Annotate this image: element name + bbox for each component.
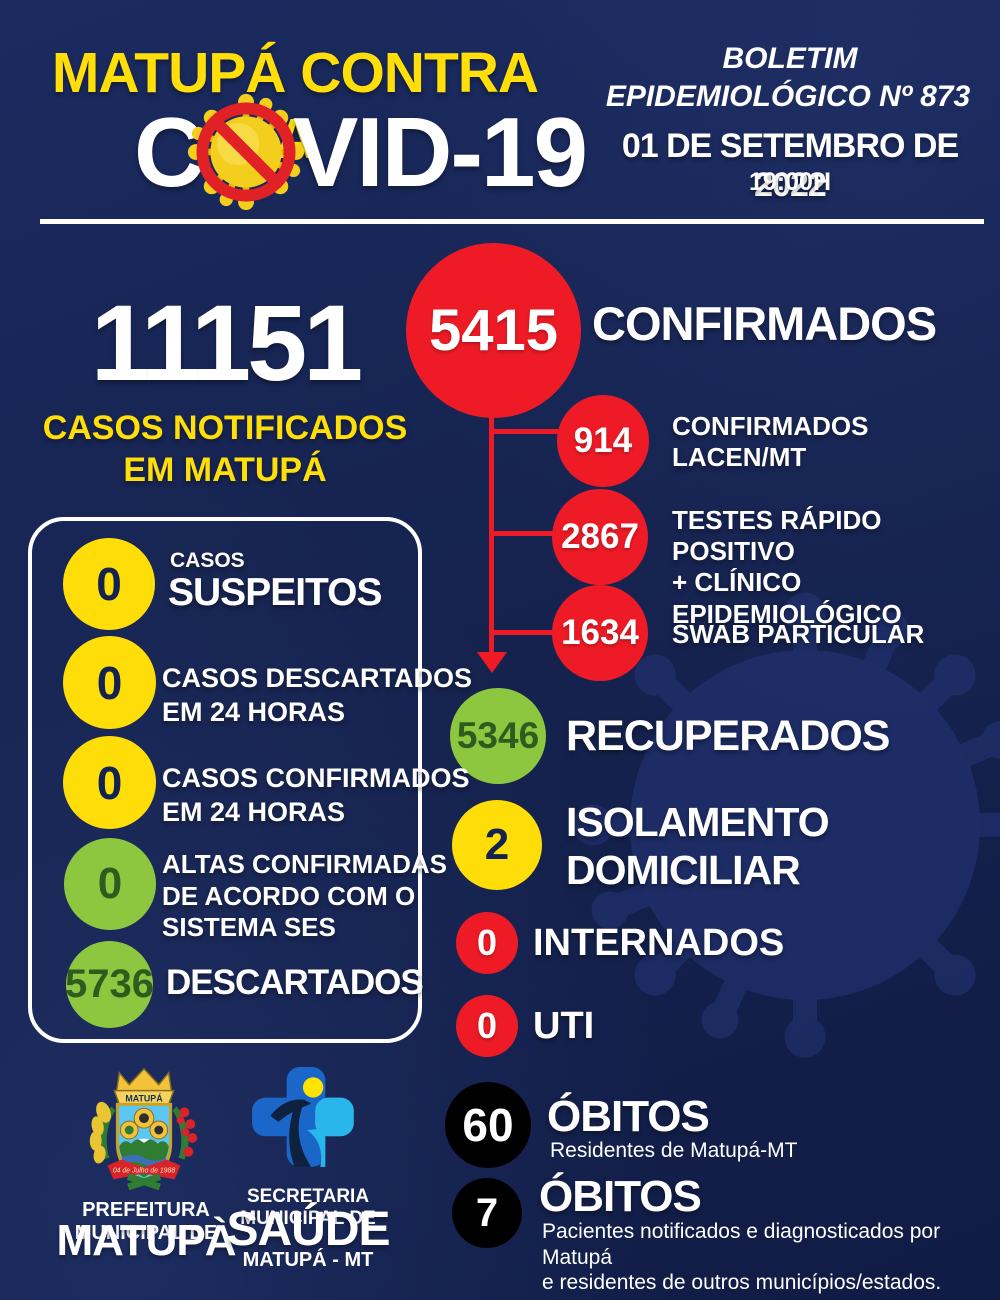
confirmed-24h-circle: 0 — [63, 736, 156, 829]
hospitalized-circle: 0 — [456, 912, 518, 974]
confirmed-lacen-circle: 914 — [557, 395, 649, 487]
deaths-nonresidents-value: 7 — [475, 1190, 499, 1235]
virus-watermark-icon — [572, 592, 1000, 1058]
icu-value: 0 — [476, 1005, 498, 1046]
confirmed-lacen-label: CONFIRMADOS LACEN/MT — [672, 411, 869, 473]
bulletin-title-line1: BOLETIM — [722, 42, 858, 75]
deaths-nonresidents-circle: 7 — [452, 1178, 522, 1248]
coa-left-flowers — [89, 1101, 116, 1164]
confirmed-24h-label: CASOS CONFIRMADOS EM 24 HORAS — [162, 763, 470, 827]
icu-circle: 0 — [456, 995, 518, 1057]
breakdown-connector-arrow — [477, 652, 507, 673]
secretaria-name: SAÚDE — [226, 1203, 390, 1256]
no-covid-virus-icon — [187, 93, 305, 211]
coa-base-branches — [126, 1173, 162, 1191]
deaths-residents-value: 60 — [462, 1099, 514, 1151]
swab-label: SWAB PARTICULAR — [672, 619, 925, 649]
secretaria-sub: MATUPÁ - MT — [242, 1249, 374, 1271]
coa-ribbon-label: 04 de Julho de 1988 — [113, 1167, 175, 1174]
discarded-24h-circle: 0 — [63, 636, 156, 729]
discarded-total-label: DESCARTADOS — [166, 963, 424, 1002]
hospitalized-label: INTERNADOS — [533, 922, 785, 964]
swab-circle: 1634 — [552, 585, 648, 681]
breakdown-branch-line-3 — [489, 630, 555, 635]
deaths-nonresidents-note: Pacientes notificados e diagnosticados p… — [542, 1220, 942, 1295]
daily-stats-panel — [28, 517, 422, 1043]
suspects-label-big: SUSPEITOS — [168, 571, 383, 614]
deaths-residents-note: Residentes de Matupá-MT — [550, 1139, 798, 1162]
coa-crown-label: MATUPÁ — [125, 1093, 163, 1103]
rapid-test-circle: 2867 — [552, 489, 648, 585]
isolation-circle: 2 — [452, 800, 542, 890]
notified-cases-label-line2: EM MATUPÁ — [123, 451, 327, 489]
bulletin-date: 01 DE SETEMBRO DE 2022 — [621, 127, 959, 204]
swab-value: 1634 — [561, 613, 639, 652]
confirmed-total-value: 5415 — [428, 298, 559, 363]
bulletin-time: 19:00H — [749, 168, 831, 196]
prefeitura-caption: PREFEITURA MUNICIPAL DE — [74, 1199, 218, 1244]
header-divider — [40, 219, 984, 224]
discarded-24h-label: CASOS DESCARTADOS EM 24 HORAS — [162, 663, 473, 727]
recovered-value: 5346 — [456, 715, 540, 756]
recovered-label: RECUPERADOS — [566, 712, 890, 760]
confirmed-label: CONFIRMADOS — [592, 297, 937, 350]
confirmed-24h-value: 0 — [96, 756, 123, 809]
notified-cases-label-line1: CASOS NOTIFICADOS — [42, 409, 408, 447]
matupa-coat-of-arms: MATUPÁ 04 de Julho de 1988 — [89, 1067, 198, 1191]
discarded-total-value: 5736 — [65, 962, 154, 1006]
deaths-nonresidents-label: ÓBITOS — [539, 1172, 702, 1221]
rapid-test-label: TESTES RÁPIDO POSITIVO + CLÍNICO EPIDEMI… — [672, 505, 902, 629]
deaths-residents-circle: 60 — [445, 1082, 531, 1168]
confirmed-total-circle: 5415 — [406, 243, 581, 418]
breakdown-branch-line-2 — [489, 531, 555, 536]
suspects-circle: 0 — [63, 538, 155, 630]
confirmed-lacen-value: 914 — [573, 421, 633, 460]
recovered-circle: 5346 — [450, 688, 546, 784]
hospitalized-value: 0 — [476, 922, 498, 963]
discharges-ses-label: ALTAS CONFIRMADAS DE ACORDO COM O SISTEM… — [162, 849, 448, 943]
suspects-value: 0 — [96, 558, 122, 610]
discharges-ses-circle: 0 — [64, 838, 156, 930]
prefeitura-name: MATUPÀ — [56, 1216, 237, 1265]
coa-ribbon: 04 de Julho de 1988 — [107, 1159, 181, 1180]
covid-title-rest: VID-19 — [293, 97, 588, 207]
discharges-ses-value: 0 — [97, 859, 123, 908]
notified-cases-value: 11151 — [90, 282, 363, 403]
deaths-residents-label: ÓBITOS — [547, 1092, 710, 1141]
discarded-24h-value: 0 — [96, 656, 123, 709]
icu-label: UTI — [533, 1005, 595, 1047]
bulletin-title-line2: EPIDEMIOLÓGICO Nº 873 — [605, 80, 971, 113]
rapid-test-value: 2867 — [561, 517, 639, 556]
health-secretariat-logo-icon — [252, 1067, 354, 1167]
discarded-total-circle: 5736 — [65, 941, 154, 1028]
campaign-title: MATUPÁ CONTRA A — [51, 41, 539, 171]
coa-crown: MATUPÁ — [113, 1067, 175, 1106]
isolation-value: 2 — [484, 820, 510, 869]
secretaria-caption: SECRETARIA MUNICIPAL DE — [240, 1186, 376, 1229]
suspects-label-small: CASOS — [170, 549, 245, 572]
coa-right-flowers — [172, 1106, 198, 1160]
breakdown-branch-line-1 — [489, 429, 561, 434]
isolation-label: ISOLAMENTO DOMICILIAR — [566, 799, 830, 893]
